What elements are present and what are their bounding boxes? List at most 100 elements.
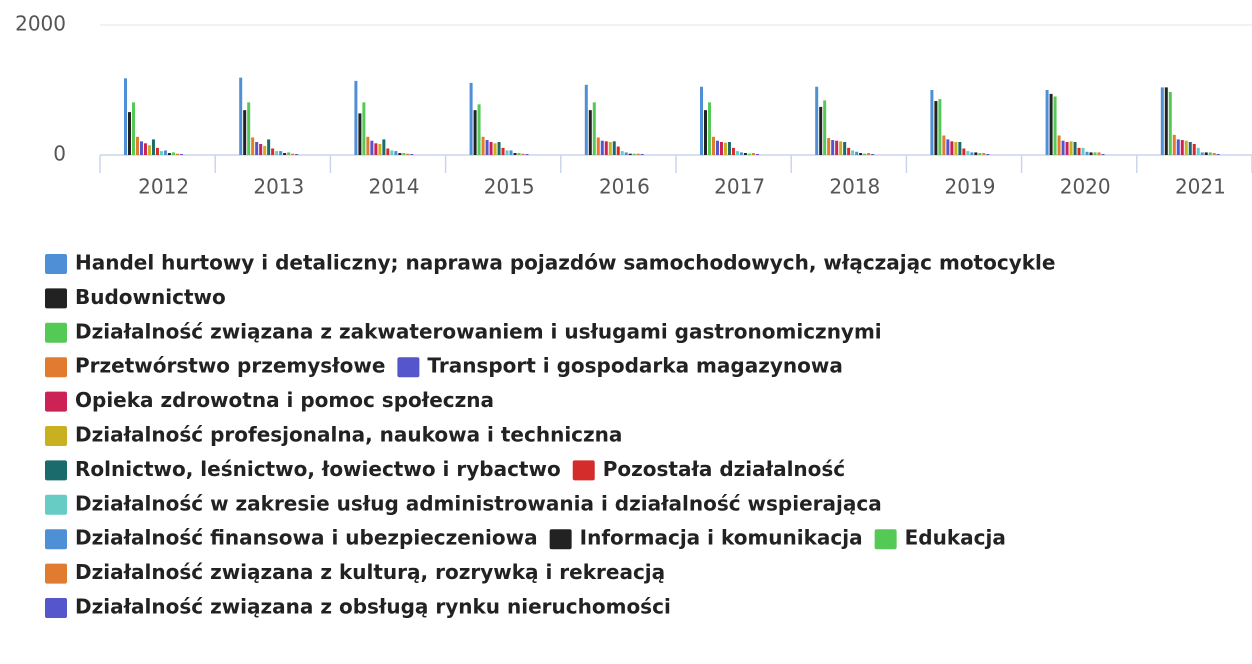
bar [179,154,183,155]
x-tick-label: 2017 [714,175,765,199]
bar [163,150,167,155]
bar [1184,140,1188,155]
bar [127,112,131,155]
bar [1097,152,1101,155]
bar [1216,154,1220,155]
bar [855,151,859,155]
bar [954,142,958,155]
legend-label: Działalność związana z obsługą rynku nie… [75,595,671,619]
bar [604,141,608,155]
legend-label: Działalność w zakresie usług administrow… [75,491,882,515]
bar [978,153,982,155]
bar [970,152,974,155]
bar [155,147,159,155]
bar [1073,142,1077,155]
legend-symbol [45,563,67,584]
x-tick-label: 2012 [138,175,189,199]
bar [596,137,600,155]
bar [727,142,731,155]
bar [1089,152,1093,155]
legend-label: Działalność związana z kulturą, rozrywką… [75,560,665,584]
bar [497,142,501,155]
bar [1172,134,1176,155]
bar [1204,152,1208,155]
bar [715,140,719,155]
bar [135,136,139,155]
bar [616,146,620,155]
bar [700,86,703,155]
bar [934,101,938,155]
bar [124,78,127,155]
bar [835,140,839,155]
bar [406,153,410,155]
legend-label: Działalność związana z zakwaterowaniem i… [75,319,882,343]
bar [640,154,644,155]
bar [370,140,374,155]
bar [469,82,473,155]
bar [131,102,135,155]
bar [863,153,867,155]
bar [259,143,263,155]
bar [588,110,592,155]
bar [485,140,489,155]
legend-symbol [45,460,67,481]
bar [1192,143,1196,155]
bar [942,135,946,155]
bar [930,90,934,155]
legend-label: Budownictwo [75,285,226,309]
bar [592,102,596,155]
bar [1180,140,1184,155]
bar [394,151,398,155]
bar [283,153,287,155]
bar [473,110,477,155]
bar [390,150,394,155]
bar [366,136,370,155]
bar [489,142,493,155]
bar [823,100,827,155]
legend-label: Rolnictwo, leśnictwo, łowiectwo i rybact… [75,457,561,481]
bar [962,148,966,155]
x-tick-label: 2014 [369,175,420,199]
bar [982,153,986,155]
bar [295,154,299,155]
bar [1061,140,1065,155]
bar [513,153,517,155]
x-tick-label: 2019 [945,175,996,199]
bar [735,151,739,155]
bar [815,86,819,155]
bar [1164,87,1168,155]
bar [362,102,366,155]
bar [1208,152,1212,155]
bar [493,143,497,155]
legend-label: Informacja i komunikacja [580,526,863,550]
bar [151,139,155,155]
bar [584,84,588,155]
bar [1176,139,1180,155]
bar [263,145,267,155]
bar [525,154,529,155]
y-tick-label: 2000 [15,12,66,36]
bar [707,102,711,155]
legend-label: Handel hurtowy i detaliczny; naprawa poj… [75,251,1055,275]
bar [859,153,863,155]
bar [521,153,525,155]
legend-label: Transport i gospodarka magazynowa [427,354,842,378]
bar [1069,141,1073,155]
bar [378,143,382,155]
bar [382,139,386,155]
bar [703,110,707,155]
legend-label: Działalność finansowa i ubezpieczeniowa [75,526,538,550]
bar [251,137,255,155]
bar [819,106,823,155]
bar [1077,147,1081,155]
bar [287,152,291,155]
bar [1196,147,1200,155]
bar [600,140,604,155]
bar [1160,87,1164,155]
bar [374,143,378,155]
bar [147,145,151,155]
legend-symbol [45,529,67,550]
x-tick-label: 2021 [1175,175,1226,199]
y-tick-label: 0 [53,142,66,166]
